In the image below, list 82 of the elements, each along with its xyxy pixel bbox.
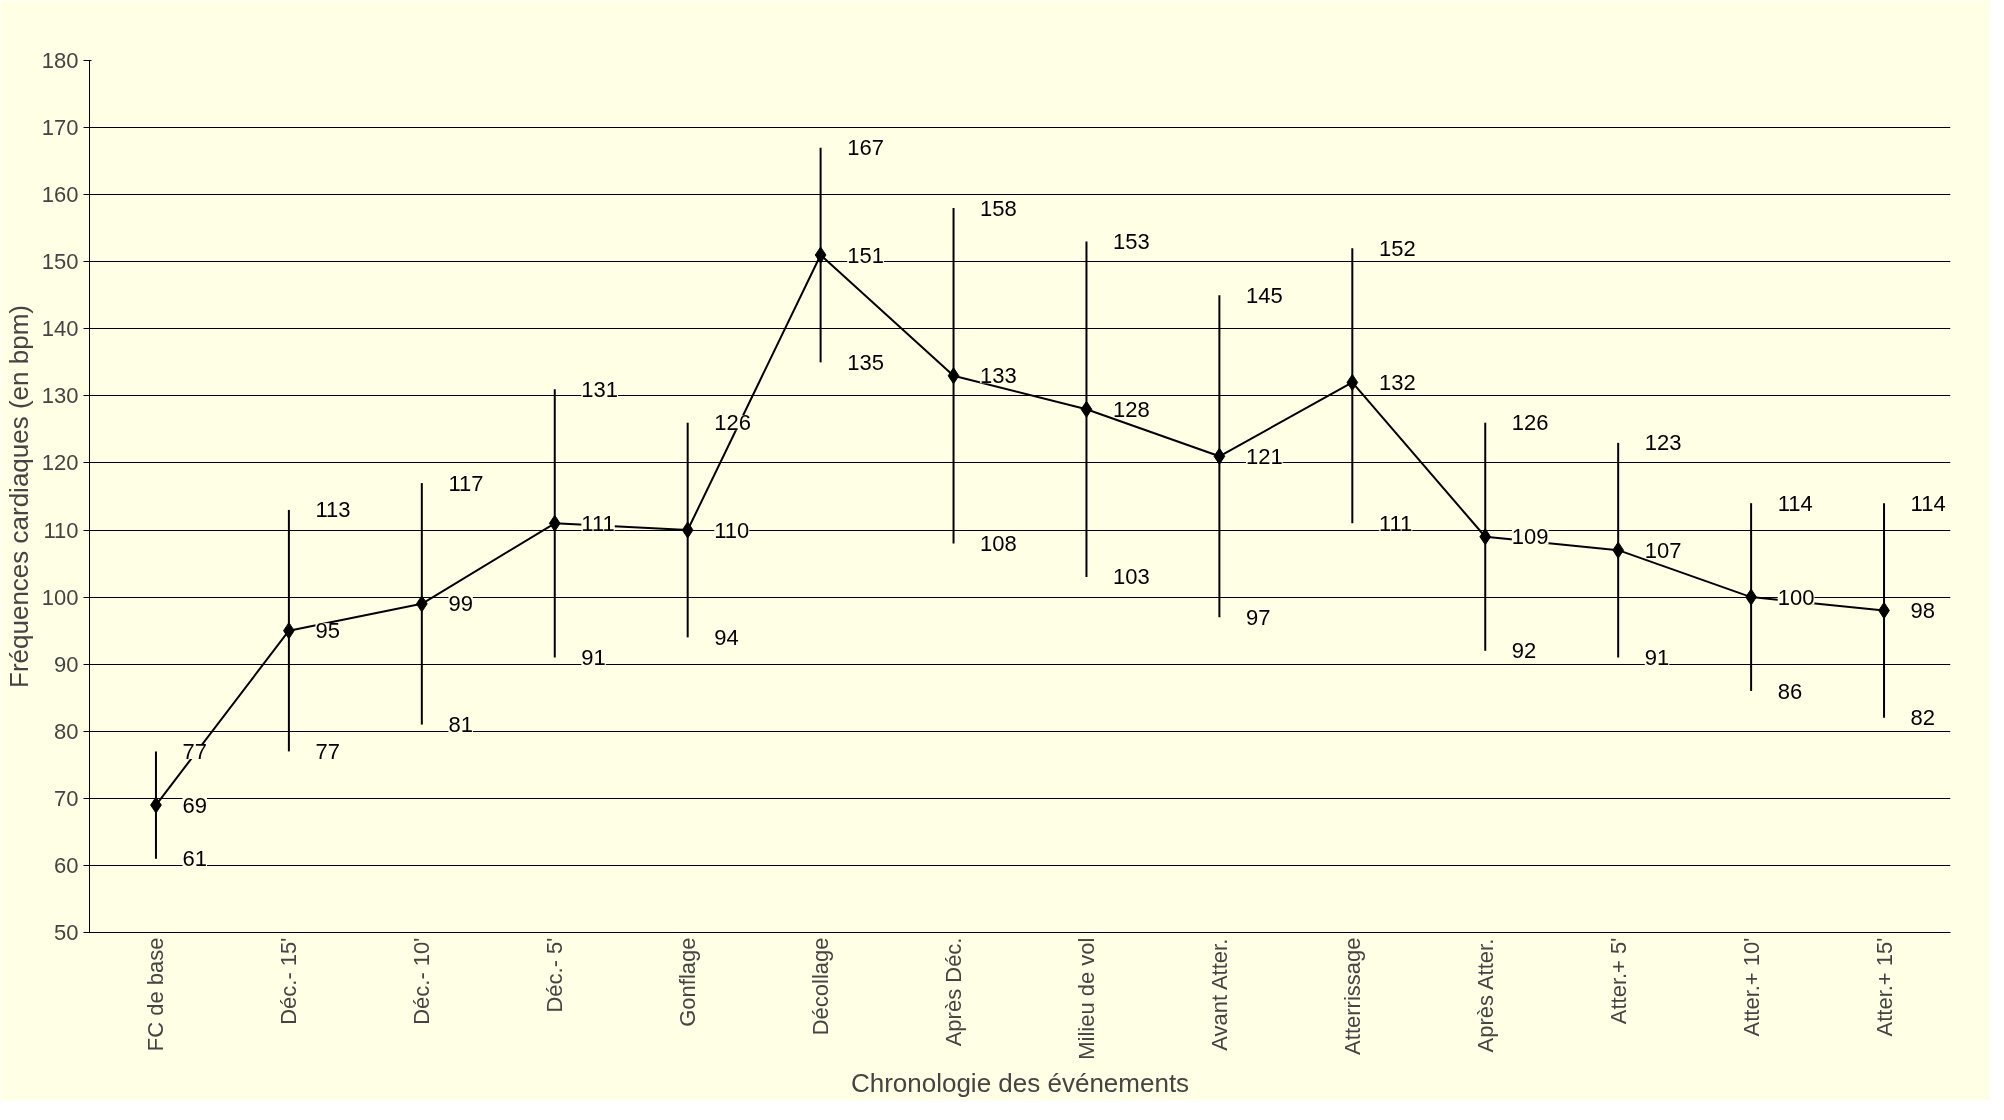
data-label: 110 — [714, 517, 750, 543]
x-tick-label: Déc.- 10' — [409, 937, 435, 1025]
data-label: 128 — [1113, 396, 1150, 422]
annotation: 114 — [1910, 490, 1946, 516]
data-label: 69 — [182, 792, 208, 818]
y-tick-label: 100 — [41, 584, 79, 610]
annotation: 135 — [847, 349, 884, 375]
point — [1213, 447, 1226, 465]
data-label: 98 — [1910, 598, 1936, 624]
y-tick-label: 120 — [41, 450, 79, 476]
point — [681, 521, 694, 539]
annotation: 94 — [714, 624, 739, 650]
annotation: 123 — [1644, 430, 1682, 456]
x-tick-label: Milieu de vol — [1073, 937, 1099, 1060]
annotation: 111 — [1378, 510, 1413, 536]
data-label: 133 — [980, 363, 1017, 389]
annotation: 145 — [1245, 282, 1283, 308]
annotation: 126 — [714, 410, 751, 436]
data-label: 107 — [1644, 537, 1682, 563]
x-tick-label: Atter.+ 10' — [1738, 937, 1764, 1037]
annotation: 114 — [1777, 490, 1813, 516]
x-tick-label: Gonflage — [675, 937, 701, 1027]
annotation: 91 — [1644, 644, 1670, 670]
x-tick-label: Après Atter. — [1472, 938, 1498, 1053]
data-label: 132 — [1378, 369, 1416, 395]
annotation: 153 — [1113, 229, 1150, 255]
annotation: 152 — [1378, 235, 1416, 261]
annotation: 61 — [182, 846, 208, 872]
x-tick-label: Décollage — [808, 937, 834, 1036]
x-axis-title: Chronologie des événements — [850, 1067, 1190, 1098]
data-label: 109 — [1511, 524, 1549, 550]
point — [947, 367, 960, 385]
y-tick-label: 80 — [54, 718, 79, 744]
data-label: 151 — [847, 242, 884, 268]
y-tick-label: 110 — [43, 517, 79, 543]
annotation: 131 — [581, 376, 619, 402]
point — [1479, 528, 1492, 546]
point — [1346, 373, 1359, 391]
y-tick-label: 150 — [41, 249, 79, 275]
annotation: 81 — [448, 712, 473, 738]
y-tick-label: 140 — [41, 316, 79, 342]
point — [1080, 400, 1093, 418]
point — [548, 514, 561, 532]
y-tick-label: 90 — [54, 651, 79, 677]
annotation: 82 — [1910, 705, 1936, 731]
point — [1612, 541, 1625, 559]
data-label: 100 — [1777, 584, 1815, 610]
x-tick-label: Atter.+ 15' — [1871, 937, 1897, 1037]
x-tick-label: Déc.- 15' — [276, 937, 302, 1025]
annotation: 158 — [980, 195, 1017, 221]
data-label: 111 — [581, 510, 615, 536]
point — [415, 595, 428, 613]
y-tick-label: 170 — [41, 115, 79, 141]
x-tick-label: Atter.+ 5' — [1605, 937, 1631, 1025]
data-label: 99 — [448, 591, 473, 617]
x-tick-label: Avant Atter. — [1206, 938, 1232, 1051]
annotation: 77 — [182, 738, 208, 764]
x-tick-label: Déc.- 5' — [542, 937, 568, 1013]
y-axis-title: Fréquences cardiaques (en bpm) — [3, 305, 34, 688]
annotation: 126 — [1511, 410, 1549, 436]
y-tick-label: 60 — [54, 852, 79, 878]
y-tick-label: 70 — [54, 785, 79, 811]
annotation: 108 — [980, 530, 1017, 556]
annotation: 77 — [315, 738, 340, 764]
point — [814, 246, 827, 264]
data-label: 95 — [315, 618, 340, 644]
annotation: 113 — [315, 497, 351, 523]
annotation: 86 — [1777, 678, 1803, 704]
annotation: 167 — [847, 135, 884, 161]
data-label: 121 — [1245, 443, 1283, 469]
y-tick-label: 130 — [41, 383, 79, 409]
annotation: 117 — [448, 470, 484, 496]
annotation: 92 — [1511, 638, 1537, 664]
x-tick-label: FC de base — [143, 937, 169, 1052]
x-tick-label: Après Déc. — [941, 937, 967, 1047]
annotation: 103 — [1113, 564, 1150, 590]
y-tick-label: 160 — [41, 182, 79, 208]
y-tick-label: 50 — [54, 920, 79, 945]
annotation: 91 — [581, 644, 606, 670]
annotation: 97 — [1245, 604, 1271, 630]
x-tick-label: Atterrissage — [1339, 937, 1365, 1055]
y-tick-label: 180 — [41, 48, 79, 73]
